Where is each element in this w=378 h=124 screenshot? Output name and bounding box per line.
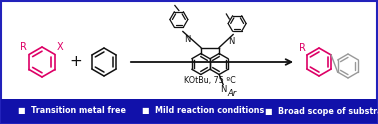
Text: ■  Transition metal free: ■ Transition metal free [18,107,126,115]
Text: N: N [184,35,191,44]
Text: KOtBu, 75 ºC: KOtBu, 75 ºC [184,76,236,85]
Text: Ar: Ar [227,90,236,98]
Text: N: N [228,36,234,46]
Text: N: N [220,86,226,94]
Text: +: + [70,55,82,69]
Text: X: X [57,43,64,52]
Text: ■  Mild reaction conditions: ■ Mild reaction conditions [142,107,264,115]
Bar [1,99,377,123]
Text: R: R [20,43,27,52]
Text: R: R [299,43,306,53]
Text: ■  Broad scope of substrate: ■ Broad scope of substrate [265,107,378,115]
